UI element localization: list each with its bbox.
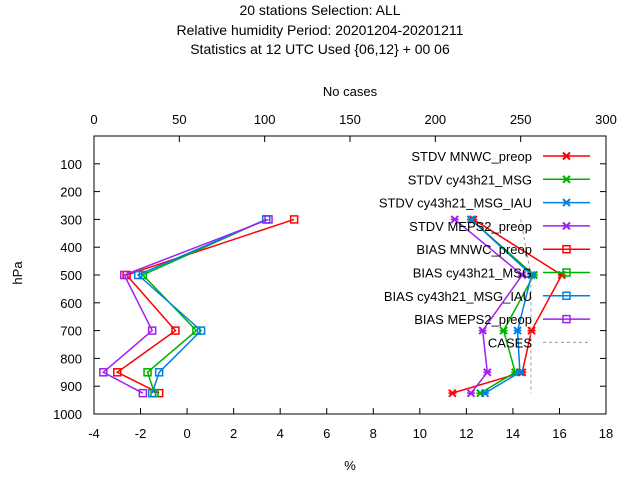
series-marker <box>147 326 157 335</box>
legend-swatch-marker <box>562 244 571 254</box>
series-line <box>101 218 269 394</box>
y-tick-label: 400 <box>60 240 82 255</box>
top-axis-label: No cases <box>323 84 378 99</box>
y-tick-label: 200 <box>60 185 82 200</box>
top-tick-label: 150 <box>339 112 361 127</box>
y-tick-label: 1000 <box>53 407 82 422</box>
series-line <box>141 218 267 394</box>
top-tick-label: 50 <box>172 112 186 127</box>
x-tick-label: 6 <box>323 426 330 441</box>
y-tick-label: 600 <box>60 296 82 311</box>
top-tick-label: 100 <box>254 112 276 127</box>
x-tick-label: -2 <box>135 426 147 441</box>
x-tick-label: 8 <box>370 426 377 441</box>
series-marker <box>138 388 148 398</box>
y-tick-label: 500 <box>60 268 82 283</box>
series-line <box>520 219 532 394</box>
legend-swatch-marker <box>562 151 571 161</box>
series-marker <box>113 368 122 377</box>
series-marker <box>478 326 487 335</box>
legend-swatch-marker <box>562 291 571 301</box>
legend-swatch-marker <box>562 268 571 277</box>
series-line <box>136 218 267 394</box>
x-axis-label: % <box>344 458 356 473</box>
series-marker <box>171 326 180 335</box>
legend-label: STDV MNWC_preop <box>411 149 532 164</box>
legend-label: STDV cy43h21_MSG <box>408 172 532 187</box>
y-tick-label: 900 <box>60 379 82 394</box>
x-tick-label: 4 <box>277 426 284 441</box>
y-tick-label: 700 <box>60 324 82 339</box>
top-tick-label: 300 <box>595 112 617 127</box>
legend-label: BIAS MNWC_preop <box>416 242 532 257</box>
series-marker <box>196 326 206 335</box>
axis-ticks: -4 -2 0 2 4 6 8 10 12 14 16 18 0 50 100 150 200 250 300 100… <box>53 112 617 441</box>
series-marker <box>483 368 492 377</box>
legend-swatch-marker <box>562 198 571 207</box>
series-marker <box>147 388 157 398</box>
legend-label: BIAS cy43h21_MSG_IAU <box>384 289 532 304</box>
series-layer <box>99 215 566 398</box>
y-tick-label: 100 <box>60 157 82 172</box>
series-marker <box>154 368 164 377</box>
series-marker <box>450 215 459 224</box>
series-marker <box>480 388 490 398</box>
legend-label: BIAS cy43h21_MSG <box>413 266 532 281</box>
series-marker <box>133 270 143 280</box>
x-tick-label: 18 <box>599 426 613 441</box>
series-marker <box>518 270 527 280</box>
x-tick-label: -4 <box>88 426 100 441</box>
series-marker <box>143 368 152 377</box>
legend-swatch-marker <box>562 221 571 231</box>
y-tick-label: 300 <box>60 212 82 227</box>
legend-label: CASES <box>488 335 532 350</box>
x-tick-label: 2 <box>230 426 237 441</box>
series-marker <box>515 368 525 377</box>
legend-label: STDV MEPS2_preop <box>409 219 532 234</box>
legend-label: BIAS MEPS2_preop <box>414 312 532 327</box>
y-axis-label: hPa <box>10 261 25 285</box>
top-tick-label: 250 <box>510 112 532 127</box>
chart-title-line-3: Statistics at 12 UTC Used {06,12} + 00 0… <box>190 41 450 57</box>
series-marker <box>264 215 273 224</box>
legend-label: STDV cy43h21_MSG_IAU <box>379 196 532 211</box>
series-marker <box>289 215 299 224</box>
x-tick-label: 14 <box>506 426 520 441</box>
series-marker <box>99 368 108 377</box>
x-tick-label: 10 <box>413 426 427 441</box>
series-marker <box>466 388 476 398</box>
legend-swatch-marker <box>562 175 571 184</box>
x-tick-label: 12 <box>459 426 473 441</box>
chart-title-line-1: 20 stations Selection: ALL <box>239 2 400 18</box>
series-marker <box>499 326 508 335</box>
series-marker <box>527 326 536 335</box>
series-marker <box>513 326 522 335</box>
x-tick-label: 16 <box>552 426 566 441</box>
x-tick-label: 0 <box>183 426 190 441</box>
series-marker <box>448 388 457 398</box>
top-tick-label: 200 <box>424 112 446 127</box>
series-marker <box>527 270 536 280</box>
legend: STDV MNWC_preop STDV cy43h21_MSG STDV cy43… <box>379 149 590 350</box>
series-marker <box>466 215 476 224</box>
y-tick-label: 800 <box>60 351 82 366</box>
top-tick-label: 0 <box>90 112 97 127</box>
legend-swatch-marker <box>562 314 571 324</box>
chart-title-line-2: Relative humidity Period: 20201204-20201… <box>177 22 464 38</box>
series-marker <box>120 270 129 280</box>
